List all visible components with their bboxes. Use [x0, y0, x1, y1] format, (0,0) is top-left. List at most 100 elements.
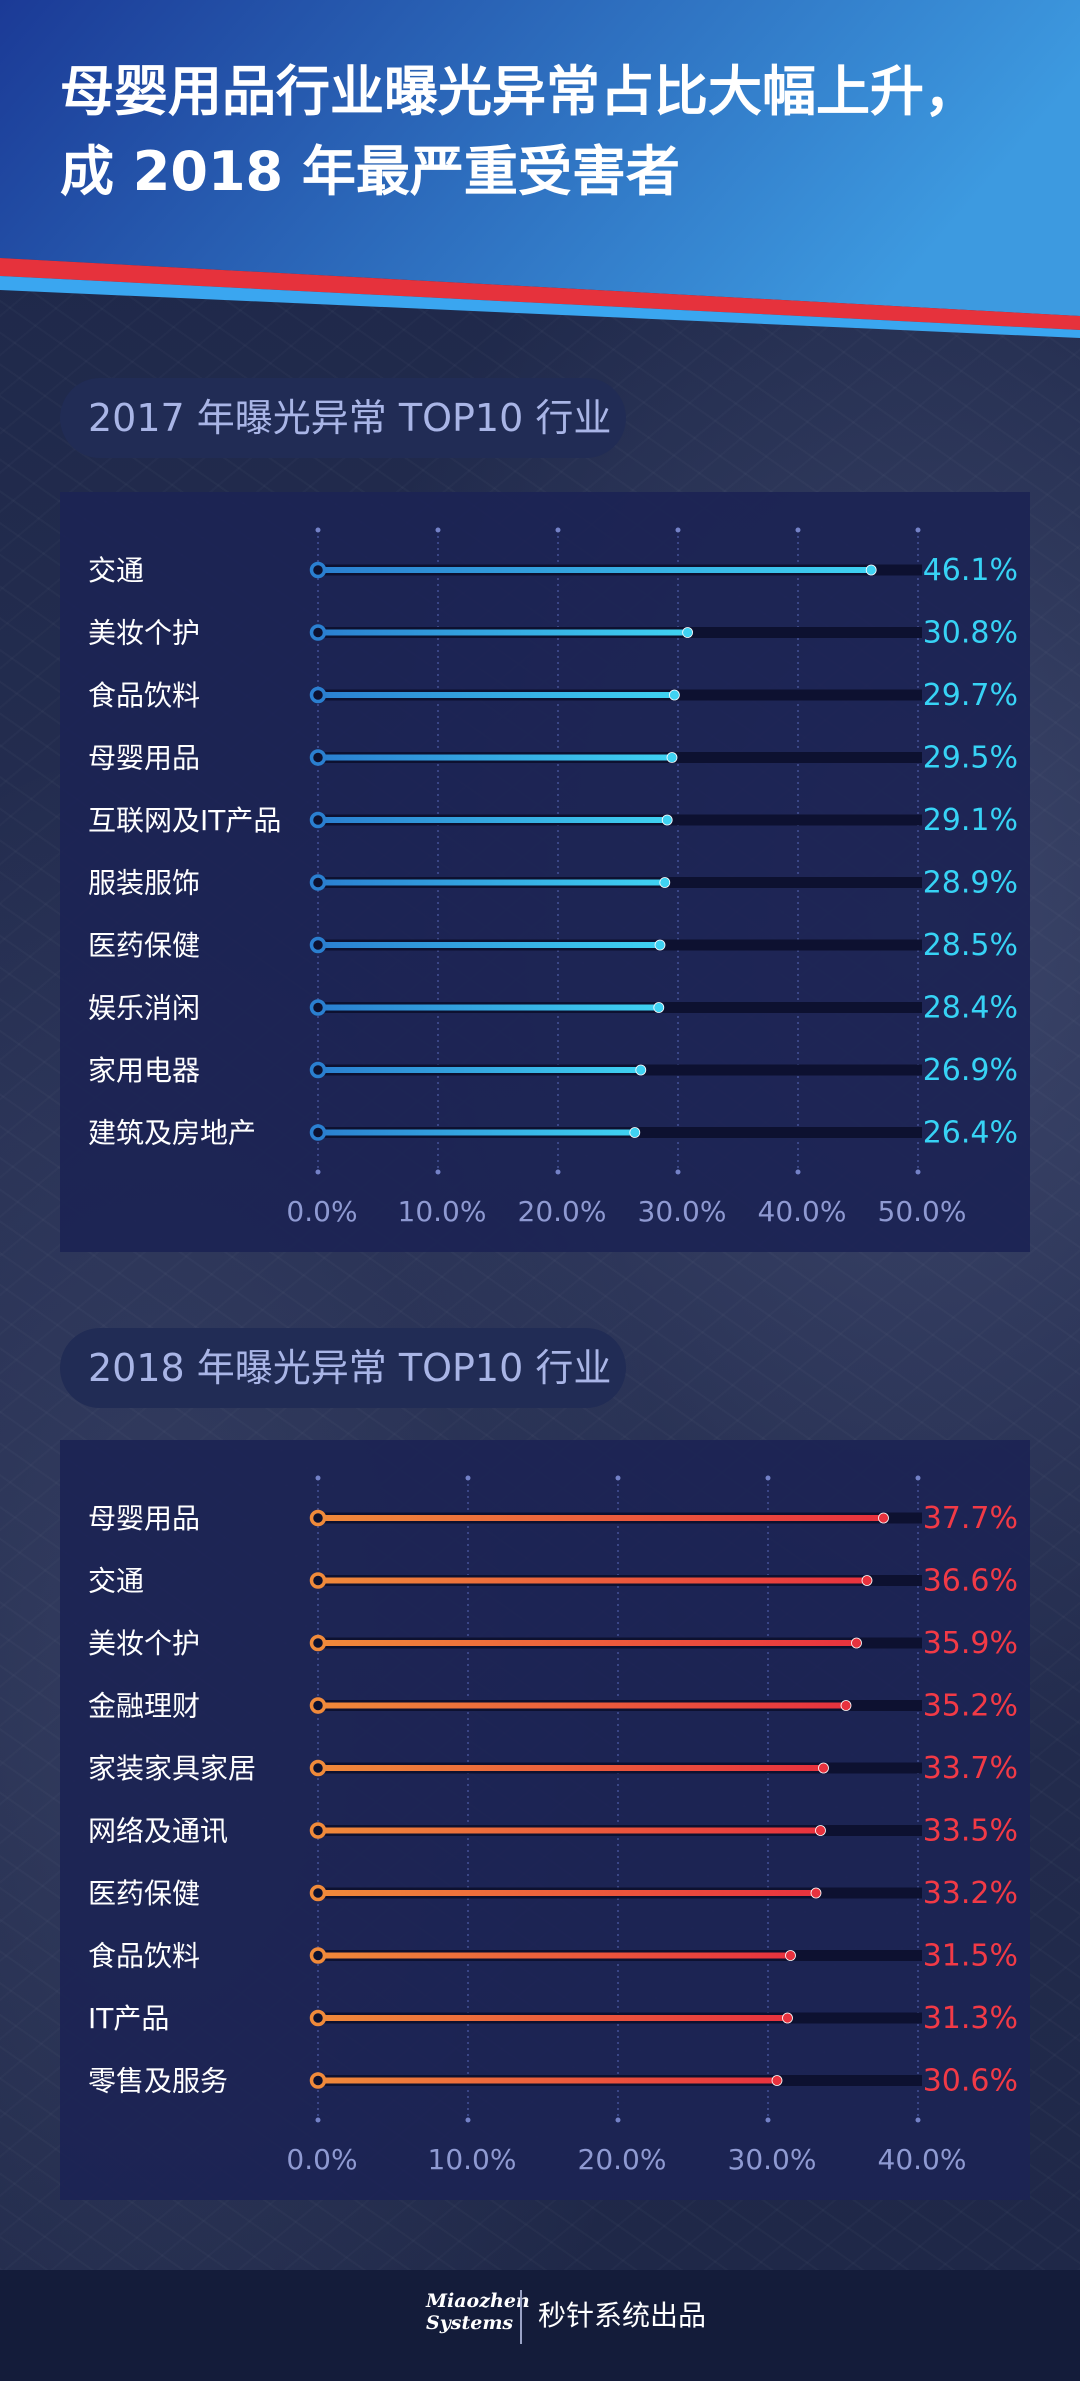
bar-start-marker	[309, 811, 327, 829]
grid-tick-dot-bottom	[615, 2117, 621, 2123]
bar	[318, 1952, 791, 1959]
chart-panel-2017: 0.0% 10.0% 20.0% 30.0% 40.0% 50.0% 交通 46.1% 美妆个护…	[60, 492, 1030, 1252]
grid-tick-dot-bottom	[675, 1169, 681, 1175]
bar	[318, 629, 688, 636]
bar	[318, 2015, 788, 2021]
x-tick-label: 10.0%	[428, 2143, 517, 2176]
value-label: 29.5%	[923, 741, 1018, 776]
grid-tick-dot-bottom	[465, 2117, 471, 2123]
bar	[318, 1890, 816, 1896]
grid-tick-dot-top	[915, 527, 921, 533]
bar-end-marker	[661, 814, 673, 826]
bar-end-marker	[840, 1700, 852, 1711]
bar-start-marker	[309, 1759, 327, 1777]
value-label: 28.4%	[923, 991, 1018, 1026]
category-label: 食品饮料	[88, 1940, 200, 1973]
bar	[318, 1129, 635, 1136]
category-label: 互联网及IT产品	[88, 804, 281, 837]
category-label: 家用电器	[88, 1054, 200, 1087]
bar	[318, 2077, 777, 2084]
bar-start-marker	[309, 686, 327, 704]
grid-tick-dot-bottom	[555, 1169, 561, 1175]
bar-end-marker	[782, 2012, 793, 2024]
bar	[318, 1765, 824, 1771]
value-label: 36.6%	[923, 1564, 1018, 1599]
miaozhen-logo: Miaozhen Systems	[426, 2290, 530, 2334]
value-label: 29.7%	[923, 678, 1018, 713]
value-label: 29.1%	[923, 803, 1018, 838]
chart-panel-2018: 0.0% 10.0% 20.0% 30.0% 40.0% 母婴用品 37.7% 交通 36.6%…	[60, 1440, 1030, 2200]
bar-end-marker	[635, 1064, 647, 1076]
x-tick-label: 40.0%	[758, 1195, 847, 1228]
bar	[318, 1515, 884, 1521]
bar-start-marker	[309, 1124, 327, 1141]
bar-start-marker	[309, 2009, 327, 2027]
bar	[318, 567, 872, 573]
chart-2018: 0.0% 10.0% 20.0% 30.0% 40.0% 母婴用品 37.7% 交通 36.6%…	[88, 1475, 1018, 2176]
footer-credit: 秒针系统出品	[538, 2299, 707, 2332]
category-label: 食品饮料	[88, 679, 200, 712]
bar-start-marker	[309, 1509, 327, 1527]
blue-stripe	[0, 276, 1080, 338]
header-banner: 母婴用品行业曝光异常占比大幅上升， 成 2018 年最严重受害者	[0, 0, 1080, 340]
x-tick-label: 0.0%	[286, 1195, 357, 1228]
bar-start-marker	[309, 999, 327, 1016]
logo-line-1: Miaozhen	[426, 2290, 530, 2312]
bar	[318, 1004, 659, 1011]
page-title-line-1: 母婴用品行业曝光异常占比大幅上升，	[60, 60, 978, 123]
bar-end-marker	[771, 2075, 783, 2086]
value-label: 30.8%	[923, 616, 1018, 651]
value-label: 28.9%	[923, 866, 1018, 901]
grid-tick-dot-bottom	[915, 1169, 921, 1175]
value-label: 33.7%	[923, 1751, 1018, 1786]
header-banner-shape	[0, 0, 1080, 338]
bar-end-marker	[666, 752, 678, 763]
x-tick-label: 30.0%	[638, 1195, 727, 1228]
bar	[318, 879, 665, 886]
value-label: 31.5%	[923, 1939, 1018, 1974]
bar	[318, 817, 668, 823]
bar-end-marker	[810, 1887, 822, 1899]
category-label: 家装家具家居	[88, 1752, 256, 1785]
grid-tick-dot-top	[555, 527, 561, 533]
category-label: 医药保健	[88, 1877, 200, 1910]
bar-start-marker	[309, 1572, 327, 1589]
category-label: 服装服饰	[88, 867, 200, 900]
bar-end-marker	[815, 1825, 826, 1836]
value-label: 35.9%	[923, 1626, 1018, 1661]
category-label: 金融理财	[88, 1690, 200, 1723]
bar-end-marker	[659, 877, 671, 888]
grid-tick-dot-top	[465, 1475, 471, 1481]
grid-tick-dot-top	[615, 1475, 621, 1481]
value-label: 33.5%	[923, 1814, 1018, 1849]
footer	[0, 2270, 1080, 2381]
grid-tick-dot-bottom	[315, 1169, 321, 1175]
category-label: 母婴用品	[88, 1502, 200, 1535]
category-label: 零售及服务	[88, 2065, 228, 2098]
bar-start-marker	[309, 1061, 327, 1079]
bar-start-marker	[309, 874, 327, 891]
value-label: 37.7%	[923, 1501, 1018, 1536]
value-label: 26.4%	[923, 1116, 1018, 1151]
bar	[318, 1702, 846, 1709]
page-title: 母婴用品行业曝光异常占比大幅上升， 成 2018 年最严重受害者	[60, 52, 1040, 212]
bar-start-marker	[309, 1884, 327, 1902]
bar-end-marker	[785, 1950, 796, 1961]
bar-end-marker	[865, 564, 877, 576]
bar-end-marker	[654, 939, 666, 951]
bar-start-marker	[309, 1947, 327, 1964]
value-label: 46.1%	[923, 553, 1018, 588]
grid-tick-dot-top	[915, 1475, 921, 1481]
grid-tick-dot-bottom	[795, 1169, 801, 1175]
bar	[318, 754, 672, 761]
bar-start-marker	[309, 749, 327, 766]
chart-2017: 0.0% 10.0% 20.0% 30.0% 40.0% 50.0% 交通 46.1% 美妆个护…	[88, 527, 1018, 1228]
grid-tick-dot-bottom	[915, 2117, 921, 2123]
bar	[318, 942, 660, 948]
value-label: 28.5%	[923, 928, 1018, 963]
bar-start-marker	[309, 2072, 327, 2089]
x-tick-label: 20.0%	[518, 1195, 607, 1228]
bar	[318, 1067, 641, 1073]
grid-tick-dot-top	[795, 527, 801, 533]
category-label: 建筑及房地产	[88, 1117, 256, 1150]
